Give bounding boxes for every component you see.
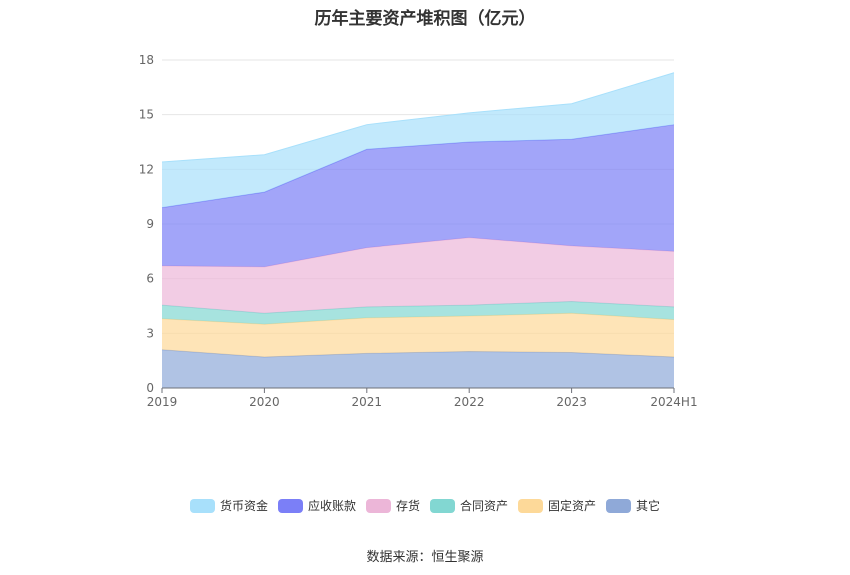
legend-swatch bbox=[365, 498, 391, 513]
legend-item[interactable]: 应收账款 bbox=[277, 497, 356, 514]
x-tick-label: 2024H1 bbox=[650, 395, 697, 409]
line-货币资金 bbox=[161, 72, 675, 163]
area-合同资产 bbox=[162, 301, 674, 325]
legend-label: 存货 bbox=[395, 499, 420, 513]
legend-label: 应收账款 bbox=[307, 499, 356, 513]
legend-swatch bbox=[277, 498, 303, 513]
data-source: 数据来源：恒生聚源 bbox=[366, 550, 484, 565]
legend-label: 合同资产 bbox=[460, 499, 509, 513]
y-tick-label: 18 bbox=[139, 53, 154, 67]
legend-swatch bbox=[430, 498, 455, 513]
legend-swatch bbox=[518, 498, 544, 513]
legend-label: 固定资产 bbox=[548, 499, 597, 513]
chart-title: 历年主要资产堆积图（亿元） bbox=[314, 9, 536, 29]
legend-label: 货币资金 bbox=[219, 499, 268, 513]
y-tick-label: 12 bbox=[139, 162, 154, 176]
area-series bbox=[161, 72, 675, 388]
y-tick-label: 9 bbox=[146, 217, 154, 231]
area-其它 bbox=[162, 349, 674, 388]
legend-swatch bbox=[189, 498, 215, 513]
x-tick-label: 2020 bbox=[249, 395, 280, 409]
legend-swatch bbox=[606, 498, 632, 513]
legend-item[interactable]: 固定资产 bbox=[518, 497, 596, 514]
x-tick-label: 2023 bbox=[556, 395, 587, 409]
legend-item[interactable]: 存货 bbox=[365, 497, 420, 514]
y-tick-label: 15 bbox=[139, 108, 154, 122]
x-tick-label: 2022 bbox=[454, 395, 485, 409]
y-tick-label: 3 bbox=[146, 326, 154, 340]
x-tick-label: 2019 bbox=[147, 395, 178, 409]
legend: 货币资金 应收账款 存货 合同资产 固定资产 其它 bbox=[0, 497, 850, 514]
legend-item[interactable]: 其它 bbox=[606, 497, 660, 514]
area-固定资产 bbox=[162, 313, 674, 358]
area-应收账款 bbox=[162, 124, 674, 267]
legend-item[interactable]: 货币资金 bbox=[189, 497, 268, 514]
area-存货 bbox=[162, 237, 674, 314]
x-tick-label: 2021 bbox=[352, 395, 383, 409]
legend-label: 其它 bbox=[636, 499, 661, 513]
legend-item[interactable]: 合同资产 bbox=[430, 497, 508, 514]
y-tick-label: 6 bbox=[146, 272, 154, 286]
y-tick-label: 0 bbox=[146, 381, 154, 395]
axes: 0 3 6 9 12 15 18 2019 2020 2021 2022 2023 2024H1 bbox=[139, 53, 698, 409]
